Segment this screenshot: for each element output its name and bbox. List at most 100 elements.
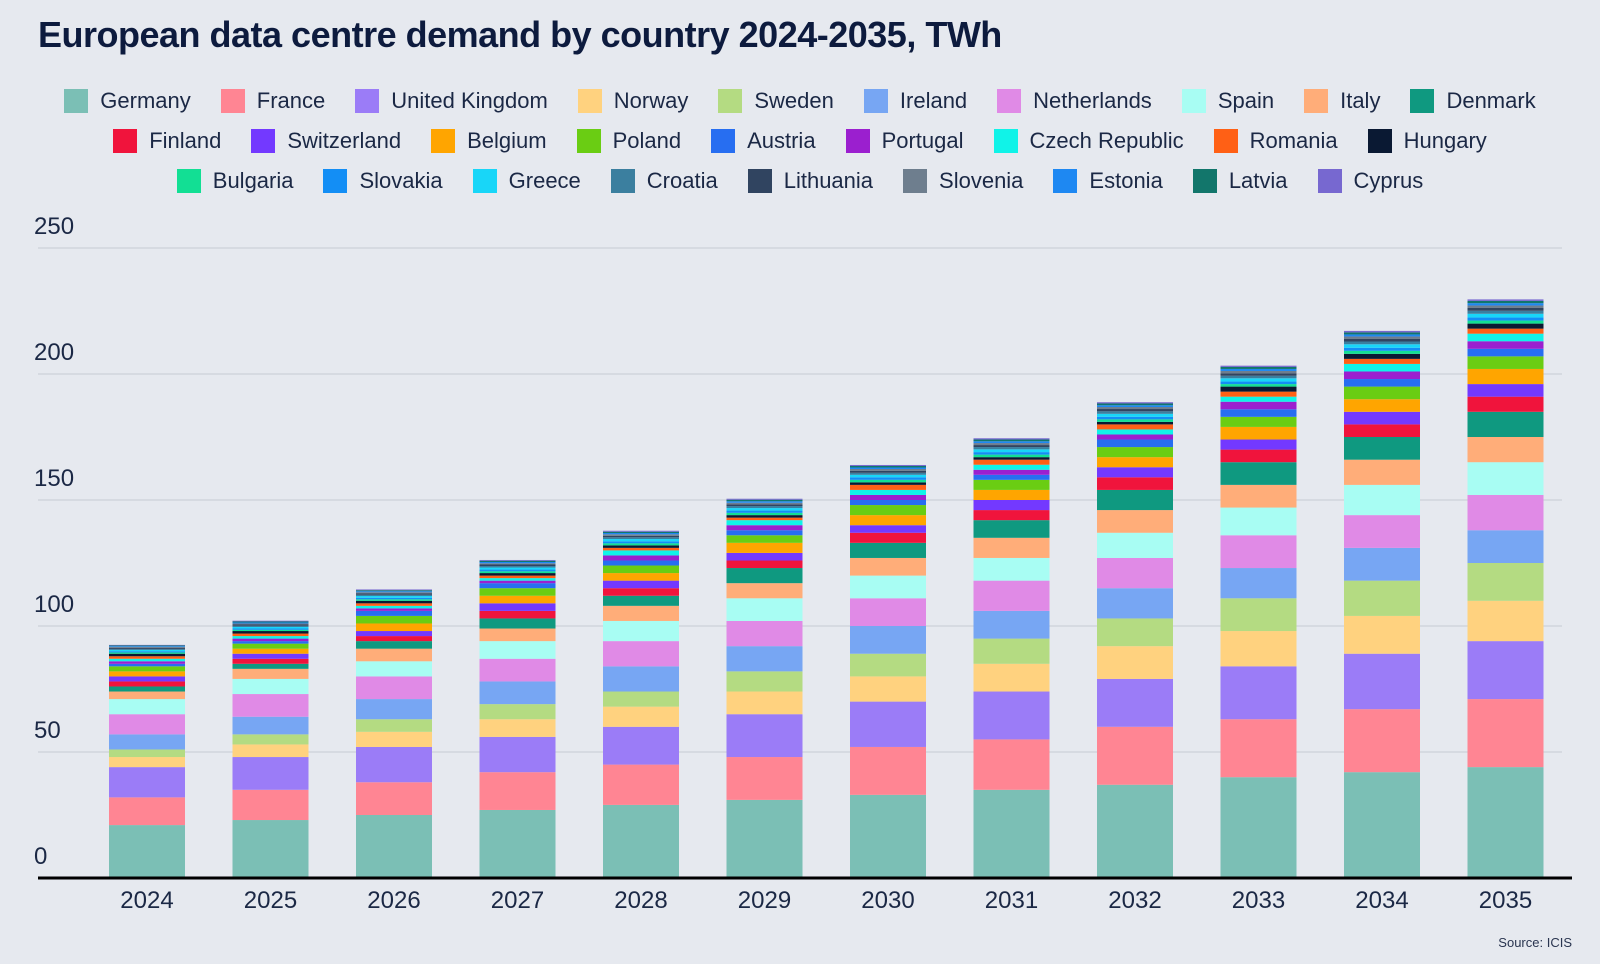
bar-sweden-2027: [479, 704, 556, 720]
bar-austria-2026: [356, 610, 432, 616]
bar-belgium-2031: [973, 489, 1050, 500]
bar-estonia-2028: [603, 533, 679, 535]
bar-bulgaria-2035: [1467, 320, 1544, 324]
legend-swatch-united-kingdom: [355, 89, 380, 113]
x-tick-label-2024: 2024: [120, 887, 173, 914]
bar-slovenia-2035: [1467, 305, 1544, 308]
legend-label-hungary: Hungary: [1403, 128, 1487, 153]
bar-portugal-2024: [109, 661, 185, 664]
bar-slovakia-2025: [232, 628, 309, 630]
bar-portugal-2028: [603, 555, 679, 561]
legend-swatch-austria: [711, 129, 736, 153]
legend-swatch-latvia: [1192, 169, 1217, 193]
legend-swatch-ireland: [863, 89, 888, 113]
bar-bulgaria-2025: [232, 629, 309, 632]
bar-croatia-2027: [479, 566, 556, 568]
legend-swatch-slovakia: [323, 169, 348, 193]
bar-estonia-2027: [479, 561, 556, 564]
bar-hungary-2029: [726, 515, 803, 518]
bar-norway-2033: [1220, 631, 1297, 667]
bar-estonia-2026: [356, 591, 432, 593]
legend-item-denmark: Denmark: [1410, 88, 1536, 114]
bar-stack-2029: [726, 498, 803, 878]
legend-swatch-sweden: [718, 89, 743, 113]
bar-lithuania-2034: [1344, 338, 1420, 342]
bar-czech-republic-2031: [973, 464, 1050, 470]
bar-latvia-2025: [232, 621, 309, 623]
legend-item-netherlands: Netherlands: [997, 88, 1152, 114]
bar-slovakia-2032: [1097, 416, 1173, 420]
bar-croatia-2033: [1220, 375, 1297, 379]
bar-france-2025: [232, 789, 309, 821]
legend-label-bulgaria: Bulgaria: [212, 168, 294, 193]
bar-spain-2030: [850, 575, 926, 599]
bar-estonia-2035: [1467, 303, 1544, 306]
bar-estonia-2033: [1220, 368, 1297, 371]
bar-united-kingdom-2029: [726, 714, 803, 758]
bar-italy-2031: [973, 537, 1050, 558]
bar-france-2033: [1220, 719, 1297, 778]
bar-germany-2033: [1220, 777, 1297, 878]
legend-label-ireland: Ireland: [899, 88, 968, 113]
bar-cyprus-2028: [603, 530, 679, 532]
bar-portugal-2029: [726, 525, 803, 531]
legend-item-sweden: Sweden: [718, 88, 834, 114]
legend-item-croatia: Croatia: [610, 168, 718, 194]
bar-switzerland-2025: [232, 653, 309, 659]
bar-italy-2026: [356, 648, 432, 662]
bar-ireland-2029: [726, 646, 803, 672]
bar-portugal-2030: [850, 494, 926, 500]
bar-portugal-2026: [356, 608, 432, 611]
bar-croatia-2035: [1467, 310, 1544, 314]
bar-stack-2031: [973, 438, 1050, 878]
legend-item-france: France: [220, 88, 325, 114]
legend-swatch-lithuania: [747, 169, 772, 193]
bar-romania-2032: [1097, 424, 1173, 430]
bar-stack-2024: [109, 644, 185, 878]
bar-stack-2032: [1097, 402, 1173, 878]
bar-denmark-2030: [850, 542, 926, 558]
bar-netherlands-2032: [1097, 557, 1173, 589]
legend-row-3: Bulgaria Slovakia Greece Croatia Lithuania Sl…: [20, 168, 1580, 194]
bar-bulgaria-2024: [109, 652, 185, 654]
bar-netherlands-2031: [973, 580, 1050, 611]
legend-item-estonia: Estonia: [1053, 168, 1163, 194]
bar-portugal-2032: [1097, 434, 1173, 440]
legend-row-2: Finland Switzerland Belgium Poland Austria Po…: [20, 128, 1580, 154]
bar-sweden-2028: [603, 691, 679, 707]
legend-item-cyprus: Cyprus: [1317, 168, 1423, 194]
legend-label-greece: Greece: [508, 168, 581, 193]
bar-latvia-2034: [1344, 332, 1420, 335]
bar-cyprus-2031: [973, 438, 1050, 440]
legend-label-spain: Spain: [1217, 88, 1275, 113]
bar-croatia-2025: [232, 625, 309, 628]
bar-germany-2030: [850, 794, 926, 878]
bar-belgium-2027: [479, 595, 556, 604]
bar-croatia-2024: [109, 648, 185, 650]
bar-hungary-2024: [109, 653, 185, 657]
x-tick-label-2034: 2034: [1355, 887, 1408, 914]
bar-poland-2027: [479, 588, 556, 596]
bar-ireland-2024: [109, 734, 185, 750]
bar-austria-2024: [109, 663, 185, 667]
bar-latvia-2032: [1097, 403, 1173, 406]
bar-france-2027: [479, 772, 556, 810]
bar-stack-2028: [603, 530, 679, 878]
legend-item-poland: Poland: [576, 128, 681, 154]
legend-label-croatia: Croatia: [646, 168, 718, 193]
bar-bulgaria-2033: [1220, 384, 1297, 387]
legend-label-slovakia: Slovakia: [359, 168, 443, 193]
bar-cyprus-2027: [479, 559, 556, 561]
bar-romania-2033: [1220, 391, 1297, 397]
bar-czech-republic-2025: [232, 636, 309, 639]
bar-belgium-2033: [1220, 426, 1297, 440]
bar-finland-2026: [356, 636, 432, 642]
bar-hungary-2028: [603, 545, 679, 548]
bar-stack-2025: [232, 620, 309, 878]
bar-spain-2034: [1344, 484, 1420, 516]
bar-stack-2027: [479, 559, 556, 878]
bar-norway-2031: [973, 663, 1050, 692]
bar-denmark-2025: [232, 663, 309, 669]
bar-romania-2028: [603, 547, 679, 551]
bar-slovenia-2027: [479, 563, 556, 565]
